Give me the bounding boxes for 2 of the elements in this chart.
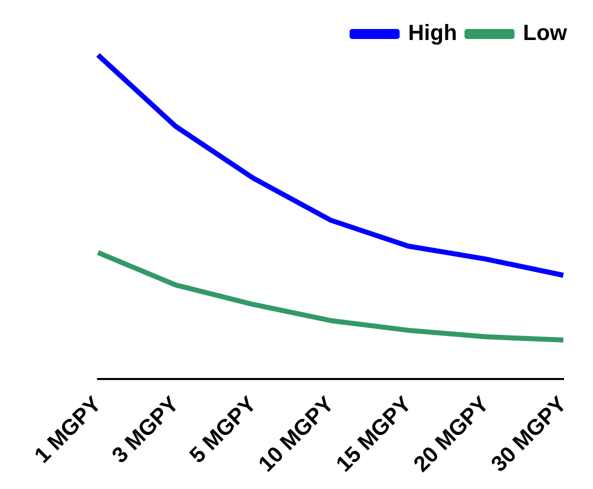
legend-label: High: [408, 20, 458, 46]
legend-label: Low: [523, 20, 568, 46]
